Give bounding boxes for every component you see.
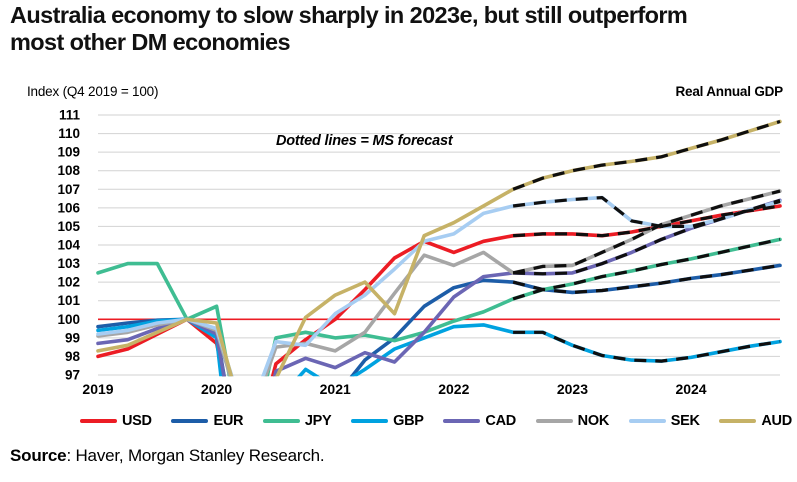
y-tick-label: 101 <box>57 293 80 308</box>
legend-swatch-gbp <box>351 419 389 423</box>
legend-label-jpy: JPY <box>304 413 332 429</box>
y-tick-label: 103 <box>57 256 80 271</box>
legend-item-usd: USD <box>80 413 152 429</box>
y-tick-label: 98 <box>65 349 81 364</box>
series-line-aud <box>96 119 782 377</box>
x-tick-label: 2023 <box>557 381 588 397</box>
legend-item-cad: CAD <box>443 413 516 429</box>
legend-item-eur: EUR <box>171 413 243 429</box>
source-label: Source <box>10 446 67 465</box>
x-tick-label: 2024 <box>675 381 706 397</box>
y-tick-label: 104 <box>57 238 80 253</box>
legend-item-aud: AUD <box>719 413 792 429</box>
legend-item-jpy: JPY <box>262 413 332 429</box>
series-lines <box>96 119 782 377</box>
x-tick-label: 2022 <box>438 381 469 397</box>
x-tick-label: 2021 <box>320 381 351 397</box>
y-tick-label: 108 <box>57 163 80 178</box>
chart-subtitle: Real Annual GDP <box>675 84 783 99</box>
page-title: Australia economy to slow sharply in 202… <box>10 2 688 56</box>
source-note: Source: Haver, Morgan Stanley Research. <box>10 446 325 466</box>
legend-label-cad: CAD <box>485 413 516 429</box>
forecast-dash-gbp <box>513 330 781 363</box>
legend-label-nok: NOK <box>577 413 610 429</box>
y-tick-label: 111 <box>59 108 81 123</box>
y-tick-label: 99 <box>65 330 80 345</box>
legend-swatch-aud <box>719 419 757 423</box>
forecast-dash-nok <box>512 189 781 275</box>
legend-swatch-sek <box>628 419 666 423</box>
x-tick-label: 2019 <box>82 381 113 397</box>
legend-swatch-usd <box>80 419 117 423</box>
y-tick-label: 107 <box>57 182 80 197</box>
y-tick-label: 106 <box>57 200 80 215</box>
legend-item-gbp: GBP <box>351 413 424 429</box>
y-tick-label: 109 <box>57 145 80 160</box>
source-text: : Haver, Morgan Stanley Research. <box>66 446 325 465</box>
series-line-cad <box>96 198 782 377</box>
legend-label-gbp: GBP <box>393 413 424 429</box>
y-tick-label: 100 <box>57 312 80 327</box>
forecast-dash-jpy <box>512 237 781 301</box>
legend-label-eur: EUR <box>213 413 244 429</box>
forecast-annotation: Dotted lines = MS forecast <box>276 133 453 149</box>
y-tick-label: 110 <box>58 126 80 141</box>
x-tick-label: 2020 <box>201 381 232 397</box>
legend-swatch-nok <box>535 419 573 423</box>
legend-swatch-cad <box>443 419 481 423</box>
forecast-dash-aud <box>512 119 781 191</box>
legend-label-usd: USD <box>122 413 152 429</box>
y-axis-title: Index (Q4 2019 = 100) <box>27 84 159 99</box>
y-tick-label: 105 <box>57 219 80 234</box>
forecast-dash-sek <box>512 196 781 228</box>
legend-swatch-jpy <box>262 419 300 423</box>
chart-legend: USD EUR JPY GBP CAD NOK SEK AUD <box>80 413 792 429</box>
forecast-dash-eur <box>512 263 781 294</box>
forecast-dash-usd <box>513 204 781 238</box>
gdp-line-chart: 97 98 99 100 101 102 103 104 105 106 107 108 109 110 1… <box>57 108 782 397</box>
y-tick-label: 97 <box>65 368 80 383</box>
legend-item-nok: NOK <box>535 413 610 429</box>
legend-item-sek: SEK <box>628 413 700 429</box>
legend-swatch-eur <box>171 419 209 423</box>
legend-label-sek: SEK <box>670 413 700 429</box>
x-axis-labels: 2019 2020 2021 2022 2023 2024 <box>82 381 706 397</box>
legend-label-aud: AUD <box>761 413 792 429</box>
y-tick-label: 102 <box>57 275 80 290</box>
